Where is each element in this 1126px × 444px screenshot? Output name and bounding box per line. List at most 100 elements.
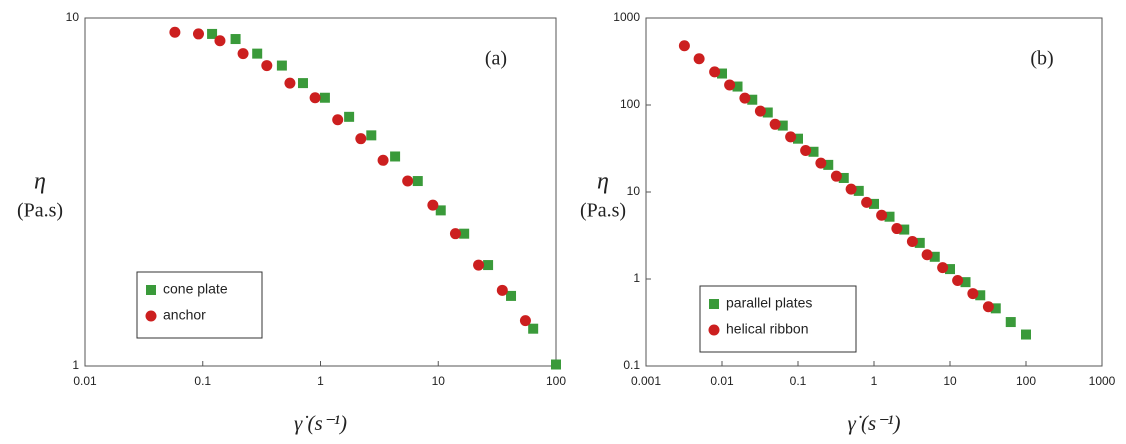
x-tick-label: 10 xyxy=(943,374,957,388)
data-point xyxy=(808,146,819,157)
data-point xyxy=(693,53,705,65)
x-tick-label: 1 xyxy=(871,374,878,388)
data-point xyxy=(366,130,377,141)
data-point xyxy=(990,303,1001,314)
x-tick-label: 1000 xyxy=(1089,374,1116,388)
data-point xyxy=(724,79,736,91)
data-point xyxy=(145,310,157,322)
legend-box xyxy=(136,271,263,339)
data-point xyxy=(769,118,781,130)
data-point xyxy=(192,28,204,40)
x-tick-label: 0.01 xyxy=(710,374,734,388)
data-point xyxy=(332,114,344,126)
data-point xyxy=(319,92,330,103)
data-point xyxy=(506,290,517,301)
data-point xyxy=(483,260,494,271)
y-axis-unit: (Pa.s) xyxy=(17,200,63,222)
data-point xyxy=(793,133,803,144)
y-axis-symbol: η xyxy=(34,169,46,195)
data-point xyxy=(967,288,979,300)
data-point xyxy=(237,48,249,60)
data-point xyxy=(929,251,940,262)
y-tick-label: 1000 xyxy=(613,10,640,24)
legend-box xyxy=(699,285,857,353)
data-point xyxy=(739,92,751,104)
data-point xyxy=(390,151,401,162)
data-point xyxy=(762,107,773,118)
data-point xyxy=(754,105,766,117)
data-point xyxy=(377,154,389,166)
data-point xyxy=(891,223,903,235)
x-tick-label: 10 xyxy=(432,374,446,388)
x-tick-label: 0.01 xyxy=(73,374,97,388)
data-point xyxy=(412,176,423,187)
data-point xyxy=(284,77,296,89)
data-point xyxy=(169,26,181,38)
data-point xyxy=(708,324,720,336)
y-axis-symbol: η xyxy=(597,169,609,195)
data-point xyxy=(207,28,218,39)
data-point xyxy=(261,60,273,72)
data-point xyxy=(845,183,857,195)
data-point xyxy=(921,249,933,261)
y-axis-unit: (Pa.s) xyxy=(580,200,626,222)
data-point xyxy=(449,228,461,240)
legend-label: anchor xyxy=(163,307,206,323)
data-point xyxy=(823,159,834,170)
data-point xyxy=(952,275,964,287)
data-point xyxy=(230,34,241,45)
data-point xyxy=(853,185,864,196)
data-point xyxy=(899,224,910,235)
panel-label: (a) xyxy=(485,48,507,70)
y-tick-label: 1 xyxy=(72,358,79,372)
data-point xyxy=(982,301,994,313)
data-point xyxy=(732,81,743,92)
data-point xyxy=(344,111,355,122)
data-point xyxy=(785,131,797,143)
data-point xyxy=(402,175,414,187)
data-point xyxy=(861,196,873,208)
y-tick-label: 10 xyxy=(66,10,80,24)
data-point xyxy=(815,157,827,169)
data-point xyxy=(496,284,508,296)
data-point xyxy=(678,40,690,52)
data-point xyxy=(519,315,531,327)
data-point xyxy=(435,205,446,216)
data-point xyxy=(937,262,949,274)
panel-label: (b) xyxy=(1030,48,1053,70)
y-tick-label: 0.1 xyxy=(623,358,640,372)
data-point xyxy=(709,299,719,309)
y-tick-label: 1 xyxy=(633,271,640,285)
data-point xyxy=(309,92,321,104)
data-point xyxy=(355,133,367,145)
x-tick-label: 0.1 xyxy=(790,374,807,388)
x-tick-label: 0.1 xyxy=(194,374,211,388)
data-point xyxy=(906,235,918,247)
data-point xyxy=(276,60,287,71)
x-tick-label: 100 xyxy=(1016,374,1036,388)
data-point xyxy=(528,323,539,334)
data-point xyxy=(869,198,879,209)
data-point xyxy=(1021,329,1031,340)
data-point xyxy=(876,209,888,221)
data-point xyxy=(709,66,721,78)
data-point xyxy=(459,228,470,239)
x-tick-label: 100 xyxy=(546,374,566,388)
data-point xyxy=(1005,317,1016,328)
data-point xyxy=(884,211,895,222)
data-point xyxy=(252,48,263,59)
x-tick-label: 0.001 xyxy=(631,374,661,388)
data-point xyxy=(146,285,156,295)
y-tick-label: 10 xyxy=(627,184,641,198)
data-point xyxy=(838,172,849,183)
data-point xyxy=(297,78,308,89)
data-point xyxy=(830,170,842,182)
data-point xyxy=(427,199,439,211)
data-point xyxy=(717,68,727,79)
x-axis-label: γ̇ (s⁻¹) xyxy=(294,411,347,435)
data-point xyxy=(747,94,758,105)
data-point xyxy=(214,35,226,47)
data-point xyxy=(945,264,955,275)
x-axis-label: γ̇ (s⁻¹) xyxy=(847,411,900,435)
